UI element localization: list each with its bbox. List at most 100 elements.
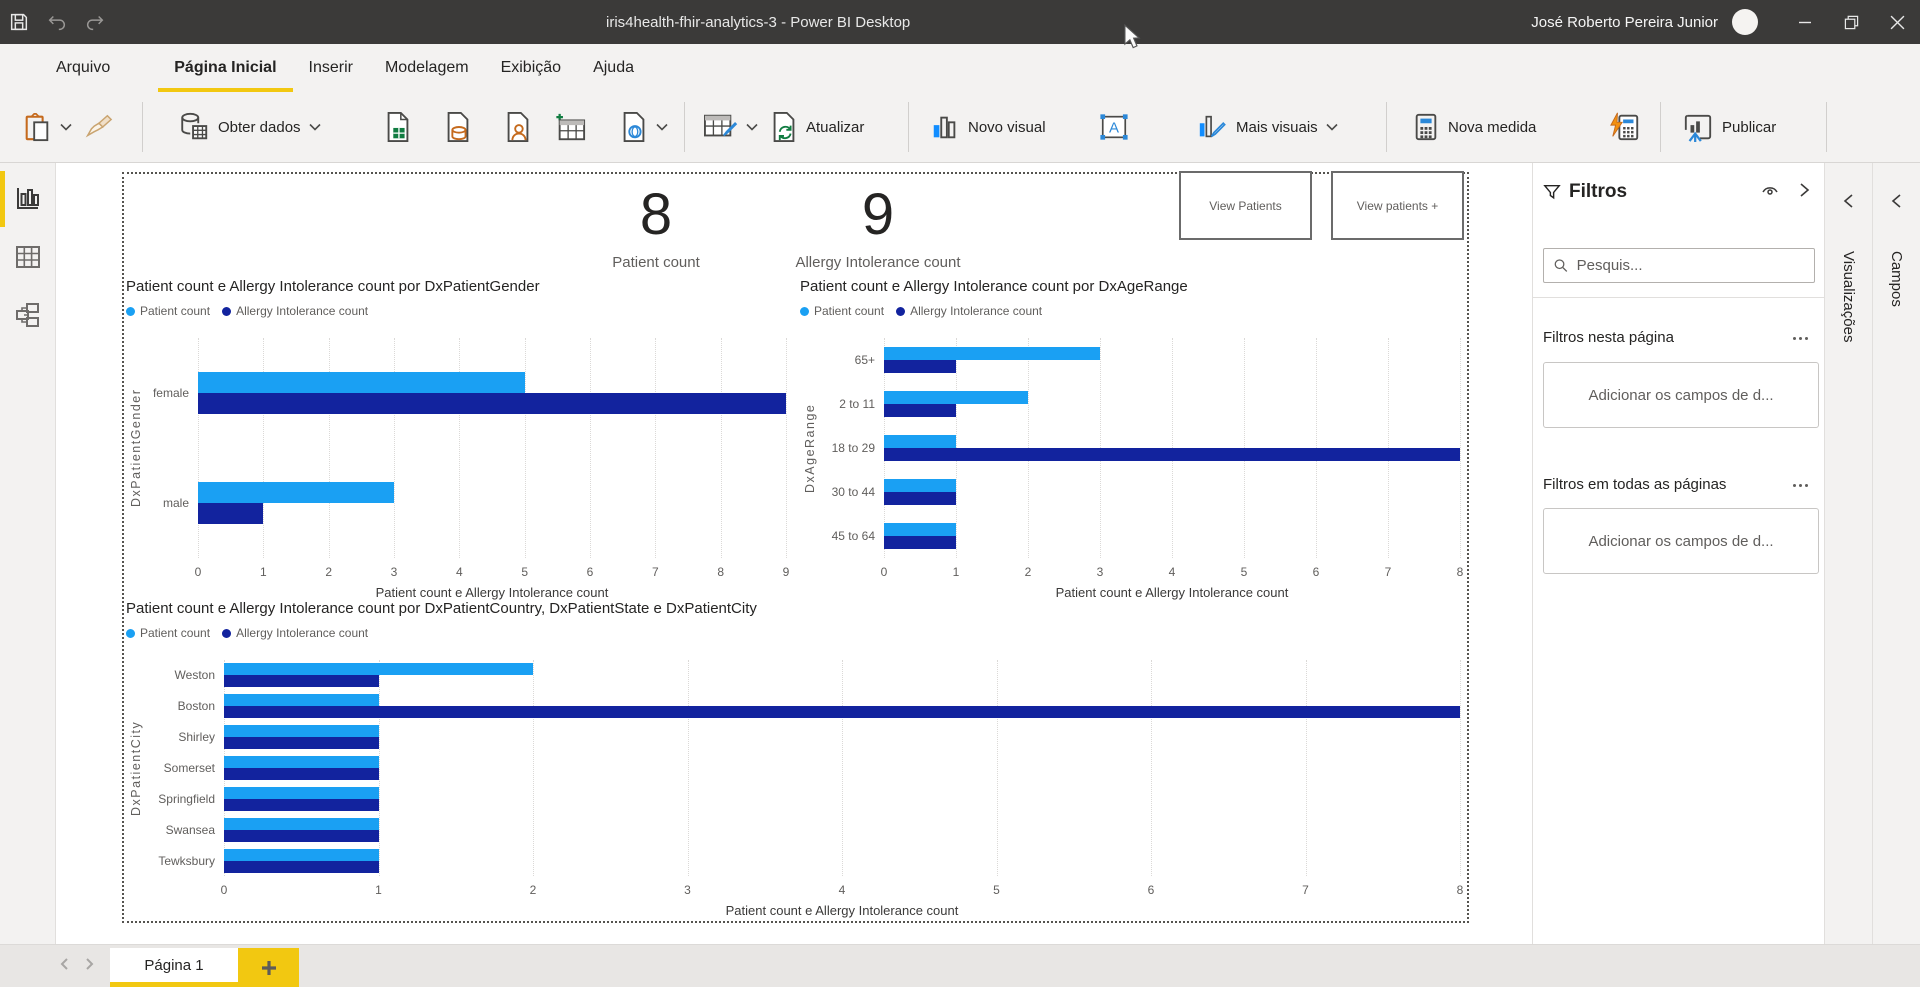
bar-patient-count[interactable]: [884, 347, 1100, 360]
filters-this-page-label: Filtros nesta página: [1543, 329, 1674, 346]
x-tick-label: 8: [1456, 565, 1464, 579]
fields-pane-collapsed[interactable]: Campos: [1872, 163, 1920, 944]
tab-exibicao[interactable]: Exibição: [500, 59, 562, 76]
nova-medida-button[interactable]: Nova medida: [1412, 112, 1536, 142]
account-user-name[interactable]: José Roberto Pereira Junior: [1531, 13, 1718, 31]
bar-chart-city[interactable]: Patient count e Allergy Intolerance coun…: [126, 600, 1468, 918]
bar-allergy-intolerance-count[interactable]: [884, 404, 956, 417]
kpi-value: 9: [861, 182, 895, 247]
report-view-button[interactable]: [14, 185, 42, 213]
view-patients-plus-button[interactable]: View patients +: [1331, 171, 1464, 240]
show-hide-pane-button[interactable]: [1760, 183, 1780, 202]
previous-page-button[interactable]: [60, 957, 69, 975]
legend-item[interactable]: Patient count: [126, 304, 210, 318]
kpi-card-allergy-count[interactable]: 9 Allergy Intolerance count: [768, 182, 988, 271]
legend-item[interactable]: Patient count: [800, 304, 884, 318]
bar-allergy-intolerance-count[interactable]: [884, 492, 956, 505]
bar-patient-count[interactable]: [224, 786, 379, 799]
new-page-button[interactable]: [238, 948, 299, 987]
obter-dados-button[interactable]: Obter dados: [178, 111, 321, 143]
bar-chart-agerange[interactable]: Patient count e Allergy Intolerance coun…: [800, 278, 1468, 600]
bar-allergy-intolerance-count[interactable]: [884, 360, 956, 373]
tab-pagina-inicial[interactable]: Página Inicial: [158, 48, 293, 92]
add-fields-dropzone[interactable]: Adicionar os campos de d...: [1543, 362, 1819, 428]
bar-allergy-intolerance-count[interactable]: [884, 448, 1460, 461]
bar-patient-count[interactable]: [224, 694, 379, 707]
bar-allergy-intolerance-count[interactable]: [224, 706, 1460, 719]
bar-allergy-intolerance-count[interactable]: [224, 768, 379, 780]
publicar-button[interactable]: Publicar: [1682, 112, 1776, 142]
page-tab[interactable]: Página 1: [110, 948, 238, 987]
minimize-button[interactable]: [1782, 0, 1828, 44]
bar-allergy-intolerance-count[interactable]: [224, 860, 379, 873]
expand-pane-button[interactable]: [1891, 193, 1903, 214]
bar-patient-count[interactable]: [884, 479, 956, 492]
transform-data-button[interactable]: [702, 111, 758, 143]
undo-button[interactable]: [38, 0, 76, 44]
mais-visuais-button[interactable]: Mais visuais: [1196, 112, 1338, 142]
tab-modelagem[interactable]: Modelagem: [384, 59, 469, 76]
search-input[interactable]: [1576, 257, 1804, 274]
format-painter-button[interactable]: [82, 112, 114, 142]
novo-visual-button[interactable]: Novo visual: [930, 112, 1046, 142]
bar-patient-count[interactable]: [884, 435, 956, 448]
bar-allergy-intolerance-count[interactable]: [884, 536, 956, 549]
model-view-button[interactable]: [14, 301, 42, 329]
bar-patient-count[interactable]: [884, 523, 956, 536]
visualizations-pane-collapsed[interactable]: Visualizações: [1824, 163, 1872, 944]
more-options-icon[interactable]: [1793, 484, 1815, 487]
quick-measure-button[interactable]: [1608, 111, 1642, 143]
bar-allergy-intolerance-count[interactable]: [198, 393, 786, 414]
bar-allergy-intolerance-count[interactable]: [224, 737, 379, 750]
data-view-button[interactable]: [14, 243, 42, 271]
bar-allergy-intolerance-count[interactable]: [224, 829, 379, 842]
close-button[interactable]: [1874, 0, 1920, 44]
report-canvas[interactable]: 8 Patient count 9 Allergy Intolerance co…: [56, 163, 1532, 944]
atualizar-button[interactable]: Atualizar: [770, 111, 864, 143]
tab-inserir[interactable]: Inserir: [308, 59, 353, 76]
bar-patient-count[interactable]: [224, 725, 379, 738]
dataverse-button[interactable]: [620, 111, 668, 143]
excel-workbook-button[interactable]: [384, 111, 412, 143]
bar-patient-count[interactable]: [224, 848, 379, 861]
visualizations-pane-label[interactable]: Visualizações: [1840, 251, 1857, 343]
bar-allergy-intolerance-count[interactable]: [224, 798, 379, 811]
legend-item[interactable]: Allergy Intolerance count: [222, 626, 368, 640]
bar-group-tewksbury: [224, 845, 1460, 876]
enter-data-button[interactable]: [552, 111, 588, 143]
dataset-button[interactable]: [504, 111, 532, 143]
tab-ajuda[interactable]: Ajuda: [593, 59, 634, 76]
legend-item[interactable]: Allergy Intolerance count: [222, 304, 368, 318]
more-options-icon[interactable]: [1793, 337, 1815, 340]
bar-patient-count[interactable]: [884, 391, 1028, 404]
bar-chart-gender[interactable]: Patient count e Allergy Intolerance coun…: [126, 278, 794, 600]
bar-patient-count[interactable]: [198, 372, 525, 393]
restore-button[interactable]: [1828, 0, 1874, 44]
legend-item[interactable]: Patient count: [126, 626, 210, 640]
y-axis-title: DxPatientGender: [129, 388, 143, 508]
bar-allergy-intolerance-count[interactable]: [198, 503, 264, 524]
sql-server-button[interactable]: [444, 111, 472, 143]
bar-rows: [224, 660, 1460, 876]
bar-patient-count[interactable]: [224, 663, 533, 676]
bar-allergy-intolerance-count[interactable]: [224, 675, 379, 688]
filters-search-box[interactable]: [1543, 248, 1815, 283]
text-box-button[interactable]: A: [1098, 112, 1130, 142]
collapse-filters-button[interactable]: [1798, 182, 1810, 203]
add-fields-dropzone[interactable]: Adicionar os campos de d...: [1543, 508, 1819, 574]
view-patients-button[interactable]: View Patients: [1179, 171, 1312, 240]
next-page-button[interactable]: [85, 957, 94, 975]
tab-arquivo[interactable]: Arquivo: [56, 59, 111, 76]
bar-patient-count[interactable]: [224, 817, 379, 830]
bar-patient-count[interactable]: [224, 756, 379, 768]
redo-button[interactable]: [76, 0, 114, 44]
kpi-card-patient-count[interactable]: 8 Patient count: [546, 184, 766, 271]
expand-pane-button[interactable]: [1843, 193, 1855, 214]
bar-patient-count[interactable]: [198, 482, 394, 503]
paste-button[interactable]: [22, 111, 72, 143]
avatar[interactable]: [1732, 9, 1758, 35]
legend-item[interactable]: Allergy Intolerance count: [896, 304, 1042, 318]
save-button[interactable]: [0, 0, 38, 44]
fields-pane-label[interactable]: Campos: [1888, 251, 1905, 307]
